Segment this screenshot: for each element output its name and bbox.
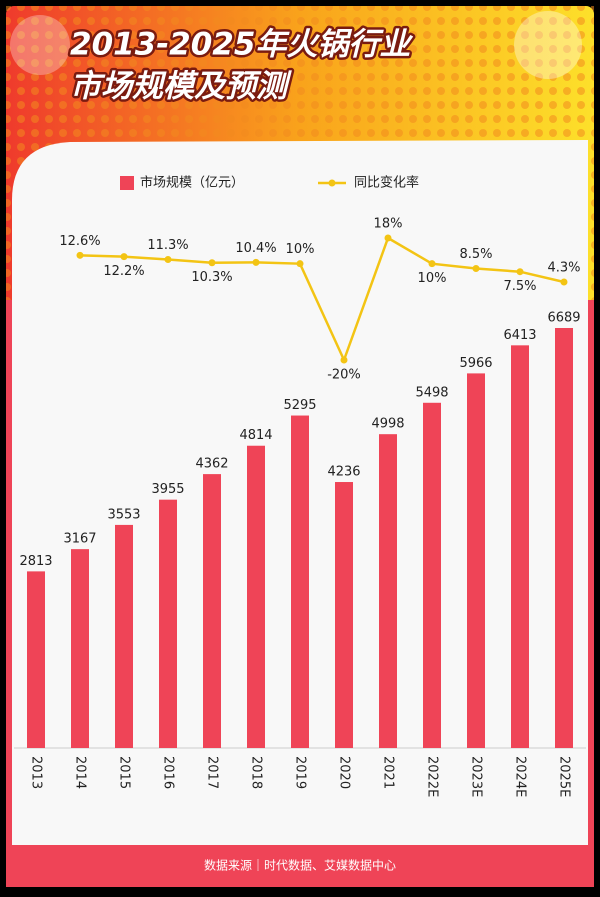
value-label: 5498 (415, 385, 448, 400)
value-label: 4.3% (547, 260, 580, 275)
x-tick-label: 2017 (205, 756, 220, 789)
value-label: 3955 (151, 482, 184, 497)
x-tick-label: 2023E (469, 756, 484, 797)
value-label: 5966 (459, 356, 492, 371)
point (340, 356, 348, 364)
bubble (514, 11, 582, 79)
legend-swatch (328, 179, 336, 187)
bar (423, 402, 441, 748)
value-label: 4814 (239, 428, 272, 443)
value-label: 4236 (327, 465, 360, 480)
x-tick-label: 2021 (381, 756, 396, 789)
x-tick-label: 2019 (293, 756, 308, 789)
point (120, 253, 128, 261)
bar (27, 571, 45, 748)
x-tick-label: 2018 (249, 756, 264, 789)
point (560, 278, 568, 286)
chart-title: 2013-2025年火锅行业 (70, 27, 413, 63)
point (472, 265, 480, 272)
value-label: 4362 (195, 457, 228, 472)
point (428, 260, 436, 268)
chart-subtitle: 市场规模及预测 (70, 69, 292, 105)
bar (335, 482, 353, 748)
value-label: 18% (374, 217, 403, 232)
value-label: 12.2% (103, 264, 144, 279)
value-label: -20% (327, 368, 361, 383)
value-label: 10% (286, 242, 315, 257)
x-tick-label: 2020 (337, 756, 352, 789)
value-label: 10.4% (235, 241, 276, 256)
bar (379, 434, 397, 748)
bubble (10, 15, 70, 75)
value-label: 12.6% (59, 234, 100, 249)
bar (511, 345, 529, 748)
value-label: 3553 (107, 507, 140, 522)
value-label: 11.3% (147, 238, 188, 253)
bar (555, 328, 573, 748)
bar (291, 415, 309, 748)
legend-swatch (120, 176, 134, 190)
point (164, 256, 172, 264)
value-label: 7.5% (503, 279, 536, 294)
value-label: 5295 (283, 398, 316, 413)
legend-label: 同比变化率 (354, 175, 419, 191)
point (296, 260, 304, 268)
x-tick-label: 2016 (161, 756, 176, 789)
bar (203, 474, 221, 748)
x-tick-label: 2022E (425, 756, 440, 797)
bar (115, 524, 133, 748)
value-label: 3167 (63, 532, 96, 547)
value-label: 6413 (503, 328, 536, 343)
bar (247, 445, 265, 748)
value-label: 2813 (19, 554, 52, 569)
value-label: 10.3% (191, 270, 232, 285)
bar (71, 549, 89, 748)
line (79, 236, 565, 364)
value-label: 6689 (547, 311, 580, 326)
point (384, 234, 392, 242)
x-tick-label: 2013 (29, 756, 44, 789)
x-tick-label: 2024E (513, 756, 528, 797)
source: 数据来源｜时代数据、艾媒数据中心 (204, 858, 396, 873)
bar (159, 499, 177, 748)
point (76, 251, 84, 259)
point (252, 258, 260, 266)
x-tick-label: 2014 (73, 756, 88, 789)
x-tick-label: 2025E (557, 756, 572, 797)
point (516, 268, 524, 276)
bar (467, 373, 485, 748)
x-tick-label: 2015 (117, 756, 132, 789)
value-label: 8.5% (459, 247, 492, 262)
value-label: 10% (418, 271, 447, 286)
value-label: 4998 (371, 417, 404, 432)
legend-label: 市场规模（亿元） (140, 175, 244, 191)
point (208, 259, 216, 267)
